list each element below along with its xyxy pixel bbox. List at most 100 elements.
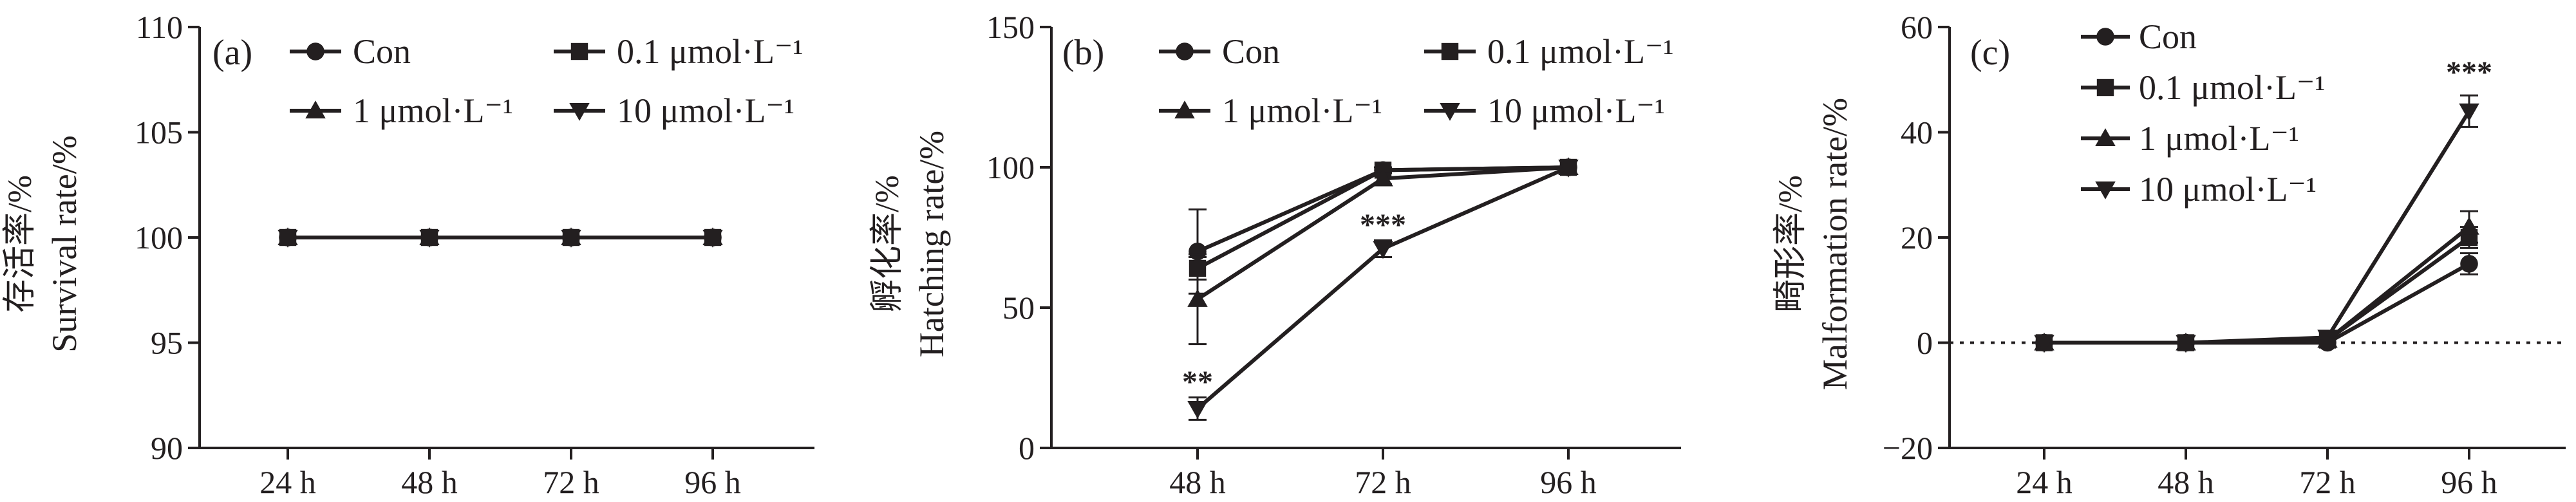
data-point: [2176, 335, 2196, 353]
series-line: [2044, 110, 2471, 345]
data-point: [1187, 400, 1208, 419]
significance-annotation: ***: [1360, 208, 1406, 242]
legend-item: 10 μmol·L⁻¹: [2081, 170, 2317, 209]
data-point: [277, 230, 298, 248]
legend-marker: [1441, 42, 1459, 60]
legend: Con 0.1 μmol·L⁻¹ 1 μmol·L⁻¹ 10 μmol·L⁻¹: [2081, 17, 2326, 209]
data-point: [2459, 216, 2479, 235]
series-2: [2035, 226, 2478, 351]
y-tick-label: 100: [135, 219, 183, 256]
panel-label: (a): [212, 33, 252, 73]
data-point: [2317, 330, 2338, 348]
legend-marker: [2095, 181, 2116, 200]
legend-item: Con: [1159, 32, 1280, 71]
legend-marker: [1176, 42, 1194, 60]
panel-label: (b): [1062, 33, 1104, 73]
significance-annotation: **: [1182, 365, 1213, 399]
y-axis-title-cn: 孵化率/%: [869, 175, 906, 313]
x-tick-label: 96 h: [1540, 464, 1597, 500]
series-1: [2035, 252, 2478, 352]
legend-item: 0.1 μmol·L⁻¹: [554, 32, 804, 71]
x-tick-label: 96 h: [684, 464, 741, 500]
legend-label: Con: [2139, 17, 2197, 56]
legend-item: 1 μmol·L⁻¹: [2081, 119, 2299, 158]
legend-marker: [1440, 103, 1460, 121]
legend-label: 0.1 μmol·L⁻¹: [2139, 68, 2326, 107]
series-4: [2034, 94, 2479, 353]
legend-marker: [1174, 100, 1195, 118]
y-tick-label: 95: [151, 325, 183, 361]
legend-item: Con: [2081, 17, 2197, 56]
panel-label: (c): [1970, 33, 2010, 73]
data-point: [2459, 103, 2479, 122]
legend-label: Con: [353, 32, 411, 71]
legend-marker: [570, 42, 588, 60]
legend-item: 0.1 μmol·L⁻¹: [1424, 32, 1674, 71]
y-tick-label: 110: [136, 9, 183, 45]
x-tick-label: 48 h: [401, 464, 458, 500]
y-tick-label: 90: [151, 430, 183, 466]
data-point: [561, 230, 581, 248]
legend-label: 1 μmol·L⁻¹: [353, 91, 513, 130]
y-axis-title-cn: 畸形率/%: [1772, 175, 1809, 313]
legend-item: 1 μmol·L⁻¹: [290, 91, 513, 130]
legend-marker: [305, 100, 326, 118]
series-4: [1187, 160, 1579, 421]
y-tick-label: −20: [1883, 430, 1933, 466]
panel-2: 0 50 100 150 48 h 72 h 96 h 孵化率/% Hatching rate/…: [869, 9, 1681, 500]
data-point: [1189, 243, 1207, 261]
y-axis-title: Malformation rate/%: [1816, 98, 1854, 390]
legend-marker: [2096, 79, 2114, 97]
x-tick-label: 48 h: [1169, 464, 1226, 500]
legend-marker: [2096, 28, 2114, 46]
x-tick-label: 72 h: [1355, 464, 1411, 500]
legend-label: 10 μmol·L⁻¹: [617, 91, 794, 130]
legend-label: 1 μmol·L⁻¹: [2139, 119, 2299, 158]
x-tick-label: 72 h: [543, 464, 599, 500]
legend-item: Con: [290, 32, 411, 71]
y-tick-label: 0: [1019, 430, 1035, 466]
legend-item: 1 μmol·L⁻¹: [1159, 91, 1382, 130]
x-tick-label: 24 h: [259, 464, 316, 500]
x-tick-label: 72 h: [2299, 464, 2356, 500]
legend-label: Con: [1222, 32, 1280, 71]
y-tick-label: 60: [1901, 9, 1933, 45]
data-point: [702, 230, 723, 248]
legend-label: 0.1 μmol·L⁻¹: [617, 32, 804, 71]
x-tick-label: 24 h: [2016, 464, 2073, 500]
legend-item: 10 μmol·L⁻¹: [1424, 91, 1665, 130]
data-point: [419, 230, 440, 248]
y-tick-label: 40: [1901, 115, 1933, 151]
panel-3: −20 0 20 40 60 24 h 48 h 72 h 96 h 畸形率/% Malformat…: [1772, 9, 2566, 500]
series-line: [2044, 236, 2470, 345]
x-tick-label: 96 h: [2441, 464, 2497, 500]
y-tick-label: 100: [986, 149, 1035, 185]
legend-marker: [306, 42, 324, 60]
series-4: [277, 230, 723, 248]
series-3: [1187, 157, 1579, 346]
data-point: [1373, 241, 1393, 259]
significance-annotation: ***: [2446, 55, 2492, 89]
y-axis-title: Survival rate/%: [45, 135, 84, 352]
data-point: [1558, 160, 1579, 178]
legend-item: 0.1 μmol·L⁻¹: [2081, 68, 2326, 107]
series-line: [1196, 165, 1570, 411]
panel-1: 90 95 100 105 110 24 h 48 h 72 h 96 h 存活率/% Surviv…: [2, 9, 814, 500]
y-tick-label: 20: [1901, 219, 1933, 256]
y-tick-label: 50: [1002, 290, 1035, 326]
y-tick-label: 105: [135, 115, 183, 151]
legend-marker: [569, 103, 590, 121]
legend-label: 10 μmol·L⁻¹: [1487, 91, 1665, 130]
legend-marker: [2095, 128, 2116, 146]
data-point: [2460, 255, 2478, 273]
y-tick-label: 0: [1917, 325, 1933, 361]
legend-label: 0.1 μmol·L⁻¹: [1487, 32, 1674, 71]
legend: Con 0.1 μmol·L⁻¹ 1 μmol·L⁻¹ 10 μmol·L⁻¹: [290, 32, 804, 130]
x-tick-label: 48 h: [2158, 464, 2214, 500]
legend-item: 10 μmol·L⁻¹: [554, 91, 794, 130]
legend: Con 0.1 μmol·L⁻¹ 1 μmol·L⁻¹ 10 μmol·L⁻¹: [1159, 32, 1674, 130]
y-axis-title-cn: 存活率/%: [2, 175, 39, 313]
data-point: [1187, 289, 1208, 307]
data-point: [1373, 168, 1393, 187]
